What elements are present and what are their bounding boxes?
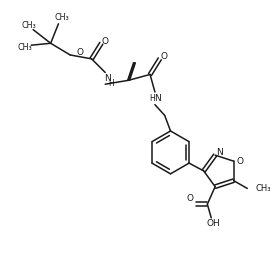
Text: CH₃: CH₃ xyxy=(22,21,37,30)
Polygon shape xyxy=(128,63,135,80)
Text: H: H xyxy=(108,79,114,88)
Text: H: H xyxy=(149,94,155,103)
Text: O: O xyxy=(236,157,243,166)
Text: O: O xyxy=(102,37,109,46)
Text: N: N xyxy=(154,94,161,103)
Text: N: N xyxy=(104,74,110,83)
Text: O: O xyxy=(186,194,193,203)
Text: N: N xyxy=(216,148,222,157)
Text: CH₃: CH₃ xyxy=(255,184,271,193)
Text: O: O xyxy=(160,52,167,61)
Text: CH₃: CH₃ xyxy=(18,43,33,52)
Text: CH₃: CH₃ xyxy=(55,13,70,23)
Text: OH: OH xyxy=(206,219,220,228)
Text: O: O xyxy=(76,48,84,56)
